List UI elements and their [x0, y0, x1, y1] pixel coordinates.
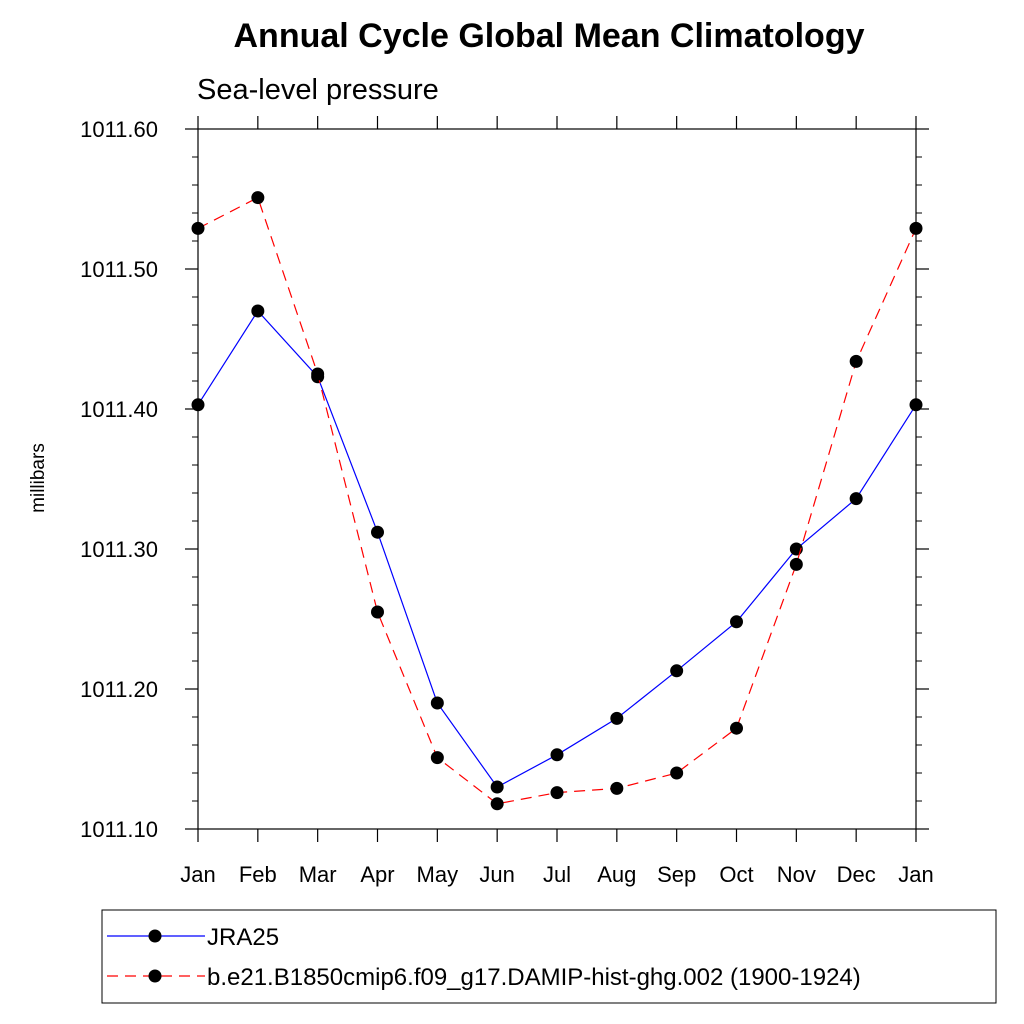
data-point-series-1: [550, 748, 564, 762]
x-tick-label: Jan: [180, 862, 215, 887]
y-tick-labels: 1011.10 1011.20 1011.30 1011.40 1011.50 1011.…: [80, 117, 158, 842]
legend-box: [101, 909, 997, 1004]
y-tick-label: 1011.40: [80, 397, 158, 422]
x-tick-label: Feb: [239, 862, 277, 887]
data-point-series-2: [251, 191, 265, 205]
x-tick-label: Apr: [360, 862, 394, 887]
chart-title: Annual Cycle Global Mean Climatology: [234, 17, 865, 55]
x-tick-label: Jun: [479, 862, 514, 887]
data-point-series-1: [730, 615, 743, 629]
data-point-series-2: [311, 367, 325, 381]
data-point-series-1: [849, 492, 863, 506]
data-point-series-1: [371, 525, 384, 539]
x-tick-label: Aug: [597, 862, 636, 887]
data-point-series-2: [670, 766, 684, 780]
x-tick-labels: Jan Feb Mar Apr May Jun Jul Aug Sep Oct Nov Dec Jan: [180, 862, 933, 887]
data-point-series-1: [251, 304, 265, 318]
series-layer: [191, 191, 923, 811]
y-tick-label: 1011.20: [80, 677, 158, 702]
x-tick-label: Dec: [837, 862, 876, 887]
legend-label-series-2: b.e21.B1850cmip6.f09_g17.DAMIP-hist-ghg.…: [207, 964, 861, 991]
axis-ticks: [185, 116, 929, 842]
data-point-series-1: [670, 664, 684, 678]
x-tick-label: Mar: [299, 862, 337, 887]
series-line-2: [197, 196, 917, 805]
legend-marker-series-1: [148, 929, 162, 943]
data-point-series-1: [490, 780, 504, 794]
data-point-series-1: [610, 711, 624, 725]
data-point-series-2: [430, 751, 444, 765]
data-point-series-2: [730, 721, 743, 735]
x-tick-label: Oct: [719, 862, 753, 887]
y-tick-label: 1011.50: [80, 257, 158, 282]
data-point-series-2: [371, 605, 384, 619]
data-point-series-2: [789, 557, 803, 571]
x-tick-label: Jul: [543, 862, 571, 887]
data-point-series-2: [849, 354, 863, 368]
data-point-series-1: [430, 696, 444, 710]
x-tick-label: Jan: [898, 862, 933, 887]
legend-label-series-1: JRA25: [207, 924, 279, 951]
y-tick-label: 1011.10: [80, 817, 158, 842]
y-axis-label: millibars: [28, 443, 49, 513]
data-point-series-2: [550, 786, 564, 800]
data-point-series-2: [610, 781, 624, 795]
legend-marker-series-2: [148, 969, 162, 983]
chart-subtitle: Sea-level pressure: [197, 74, 439, 106]
legend: JRA25 b.e21.B1850cmip6.f09_g17.DAMIP-his…: [101, 909, 997, 1004]
x-tick-label: Nov: [777, 862, 816, 887]
data-point-series-2: [490, 797, 504, 811]
y-tick-label: 1011.60: [80, 117, 158, 142]
x-tick-label: Sep: [657, 862, 696, 887]
series-line-1: [197, 310, 917, 788]
y-tick-label: 1011.30: [80, 537, 158, 562]
x-tick-label: May: [417, 862, 459, 887]
plot-frame: [197, 128, 917, 830]
